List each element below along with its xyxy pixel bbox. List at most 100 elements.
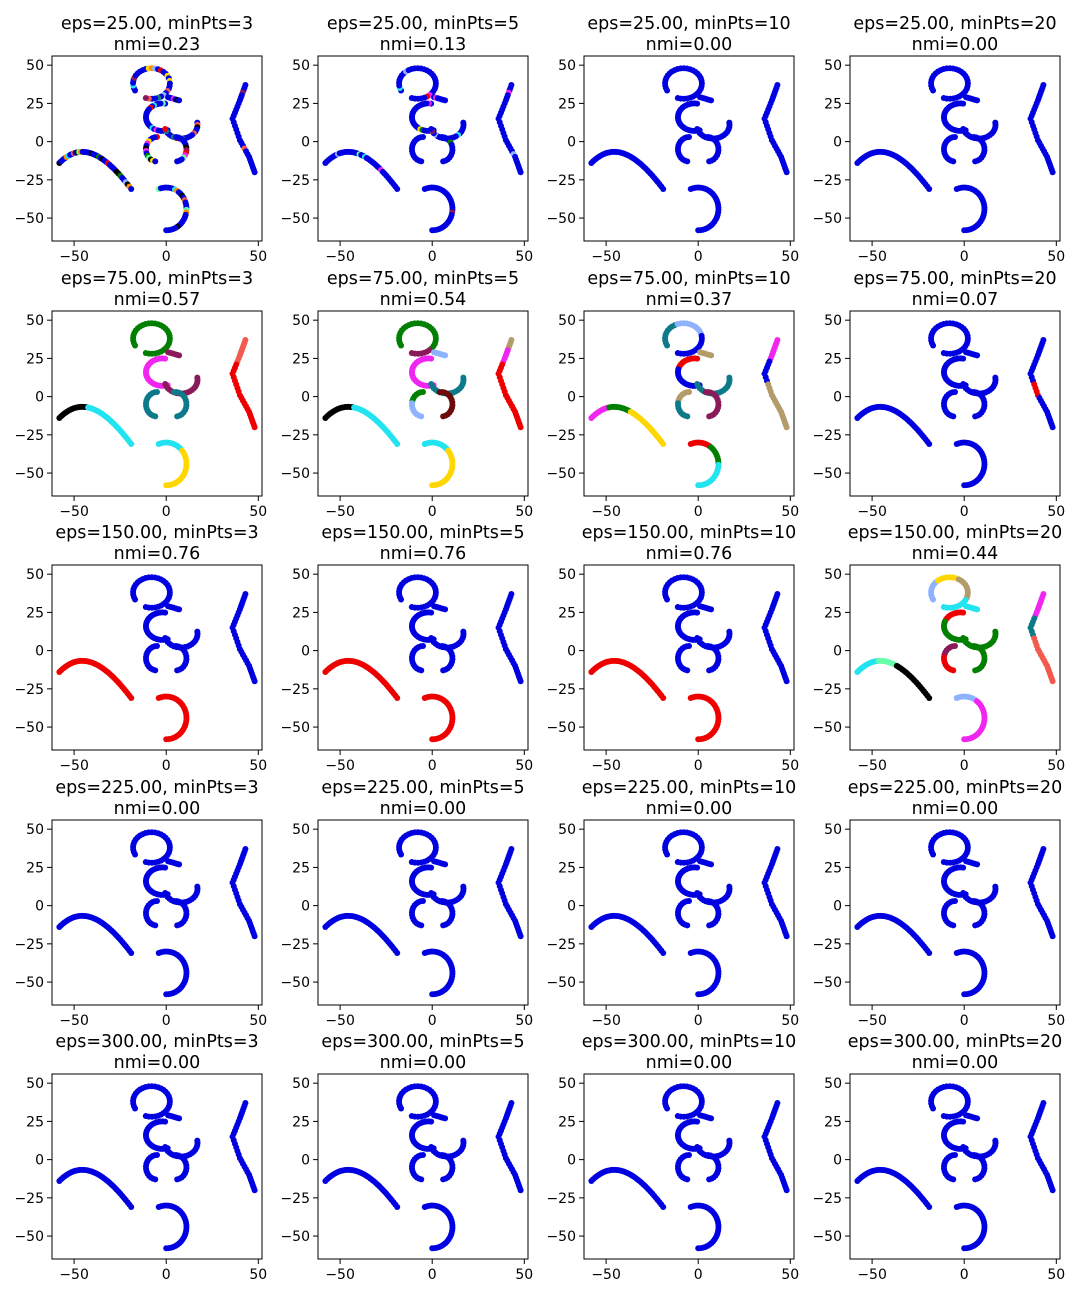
subplot-title: eps=225.00, minPts=5 (321, 778, 524, 798)
y-tick-label: 50 (26, 822, 44, 838)
data-point (428, 890, 435, 897)
data-point (940, 859, 947, 866)
data-point (960, 126, 967, 133)
data-point (394, 186, 401, 193)
x-tick-label: −50 (325, 758, 355, 774)
axes-frame (317, 819, 529, 1006)
y-tick-label: 50 (26, 313, 44, 329)
y-tick-label: 25 (26, 96, 44, 112)
y-tick-label: −50 (812, 211, 842, 227)
y-tick-label: 0 (35, 644, 44, 660)
x-tick-label: 50 (515, 504, 533, 520)
data-point (961, 736, 968, 743)
y-tick-label: 25 (558, 1114, 576, 1130)
y-tick-label: −50 (546, 211, 576, 227)
y-tick-label: 0 (35, 390, 44, 406)
y-tick-label: 25 (26, 1114, 44, 1130)
data-point (176, 1115, 183, 1122)
data-point (950, 922, 957, 929)
x-tick-label: 0 (162, 1267, 171, 1283)
y-tick-label: 50 (558, 822, 576, 838)
y-tick-label: 25 (824, 1114, 842, 1130)
data-point (674, 1113, 681, 1120)
x-tick-label: −50 (59, 758, 89, 774)
y-tick-label: 0 (833, 899, 842, 915)
subplot-nmi-label: nmi=0.00 (380, 1053, 467, 1073)
data-point (974, 861, 981, 868)
data-point (674, 95, 681, 102)
x-tick-label: 50 (781, 1013, 799, 1029)
y-tick-label: 0 (833, 1153, 842, 1169)
y-tick-label: −50 (14, 720, 44, 736)
data-point (142, 95, 149, 102)
subplot-nmi-label: nmi=0.13 (380, 35, 467, 55)
x-tick-label: −50 (325, 1267, 355, 1283)
x-tick-label: 50 (781, 1267, 799, 1283)
data-point (708, 97, 715, 104)
data-point (926, 1204, 933, 1211)
data-point (128, 950, 135, 957)
data-point (394, 1204, 401, 1211)
y-tick-label: −50 (14, 211, 44, 227)
data-point (674, 604, 681, 611)
data-point (783, 933, 790, 940)
data-point (251, 933, 258, 940)
subplot-nmi-label: nmi=0.76 (114, 544, 201, 564)
data-point (442, 606, 449, 613)
y-tick-label: 50 (558, 1076, 576, 1092)
y-tick-label: −25 (280, 428, 310, 444)
y-tick-label: 0 (567, 390, 576, 406)
x-tick-label: 0 (960, 504, 969, 520)
data-point (418, 413, 425, 420)
data-point (418, 1176, 425, 1183)
data-point (660, 186, 667, 193)
data-point (706, 1176, 713, 1183)
data-point (708, 352, 715, 359)
y-tick-label: −50 (14, 975, 44, 991)
data-point (960, 381, 967, 388)
y-tick-label: 25 (26, 860, 44, 876)
y-tick-label: −25 (812, 173, 842, 189)
subplot-title: eps=225.00, minPts=3 (55, 778, 258, 798)
y-tick-label: 0 (567, 1153, 576, 1169)
y-tick-label: −25 (14, 1191, 44, 1207)
data-point (394, 950, 401, 957)
data-point (950, 413, 957, 420)
x-tick-label: 50 (249, 504, 267, 520)
y-tick-label: −50 (546, 466, 576, 482)
data-point (972, 158, 979, 165)
axes-frame (849, 310, 1061, 497)
x-tick-label: 50 (515, 249, 533, 265)
y-tick-label: −50 (280, 211, 310, 227)
y-tick-label: 0 (301, 390, 310, 406)
data-point (694, 126, 701, 133)
data-point (1049, 169, 1056, 176)
y-tick-label: −50 (280, 466, 310, 482)
subplot-nmi-label: nmi=0.00 (912, 35, 999, 55)
data-point (708, 1115, 715, 1122)
data-point (706, 922, 713, 929)
data-point (684, 922, 691, 929)
data-point (694, 381, 701, 388)
data-point (961, 991, 968, 998)
x-tick-label: 0 (694, 1267, 703, 1283)
y-tick-label: 50 (26, 567, 44, 583)
data-point (950, 667, 957, 674)
axes-frame (51, 819, 263, 1006)
y-tick-label: 0 (301, 899, 310, 915)
y-tick-label: −50 (812, 466, 842, 482)
data-point (418, 158, 425, 165)
subplot-nmi-label: nmi=0.00 (646, 1053, 733, 1073)
x-tick-label: −50 (857, 249, 887, 265)
y-tick-label: 25 (824, 860, 842, 876)
y-tick-label: 25 (26, 351, 44, 367)
x-tick-label: 0 (694, 249, 703, 265)
y-tick-label: 25 (824, 351, 842, 367)
data-point (174, 413, 181, 420)
data-point (429, 1245, 436, 1252)
subplot-title: eps=75.00, minPts=10 (587, 269, 790, 289)
data-point (940, 350, 947, 357)
